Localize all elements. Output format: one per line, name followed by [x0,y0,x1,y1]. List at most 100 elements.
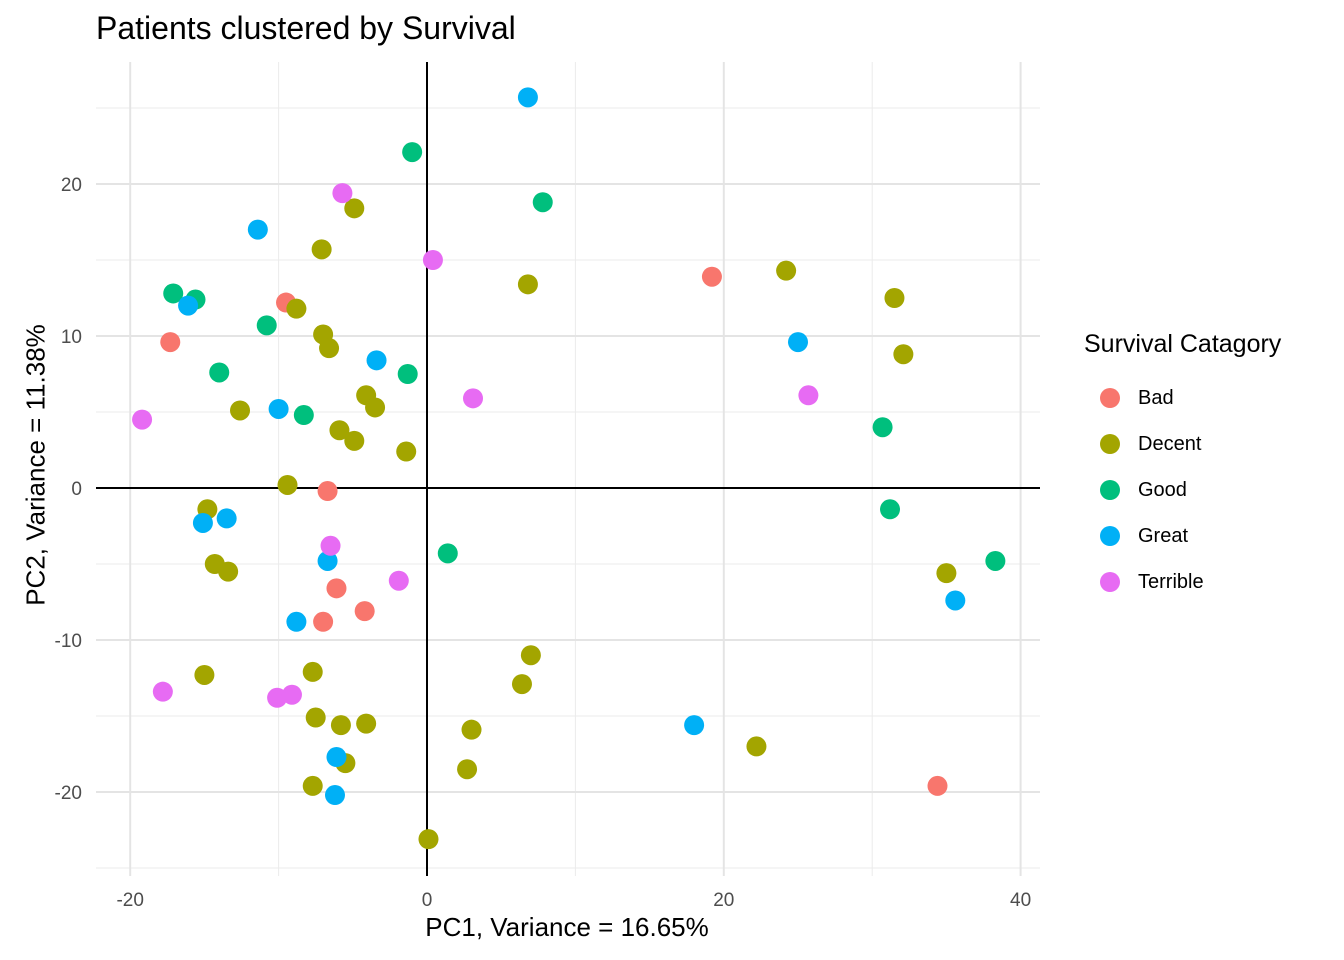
y-tick-label: 10 [61,327,82,348]
point-good [163,283,184,304]
point-decent [319,338,340,359]
point-great [192,512,213,533]
legend-swatch-good [1100,480,1120,500]
point-decent [520,645,541,666]
point-decent [893,344,914,365]
point-bad [160,332,181,353]
point-great [517,87,538,108]
x-tick-label: 20 [713,890,734,911]
x-axis-title: PC1, Variance = 16.65% [425,912,709,942]
point-great [945,590,966,611]
point-decent [365,397,386,418]
point-decent [936,563,957,584]
point-terrible [132,409,153,430]
point-decent [356,713,377,734]
point-decent [277,474,298,495]
point-decent [396,441,417,462]
point-terrible [320,535,341,556]
point-decent [746,736,767,757]
point-great [247,219,268,240]
point-decent [302,661,323,682]
point-good [437,543,458,564]
point-terrible [463,388,484,409]
point-decent [305,707,326,728]
point-decent [884,288,905,308]
point-good [209,362,230,383]
legend-item-good: Good [1084,467,1281,513]
point-decent [330,715,351,736]
point-great [788,332,808,353]
y-tick-label: -20 [55,783,82,804]
point-terrible [281,684,302,705]
data-points [132,87,1006,850]
point-good [256,315,277,336]
point-terrible [422,250,443,270]
point-decent [511,674,532,695]
point-decent [457,759,478,780]
reference-lines [96,62,1040,876]
chart-title: Patients clustered by Survival [96,10,516,46]
point-great [286,611,307,632]
point-terrible [798,385,819,406]
legend-swatch-bad [1100,388,1120,408]
point-good [985,550,1006,571]
point-bad [326,578,347,599]
legend: Survival Catagory Bad Decent Good Great … [1084,330,1281,605]
point-good [397,364,418,384]
point-good [880,499,901,520]
point-bad [354,601,375,622]
legend-label-bad: Bad [1138,386,1174,409]
point-decent [344,198,365,219]
point-terrible [332,183,353,204]
point-bad [317,481,338,502]
legend-label-terrible: Terrible [1138,570,1204,593]
point-terrible [388,570,409,591]
y-tick-label: 0 [71,479,82,500]
legend-swatch-great [1100,526,1120,546]
y-tick-label: 20 [61,175,82,196]
legend-label-great: Great [1138,524,1189,547]
point-great [366,350,387,371]
point-good [532,192,553,213]
point-bad [701,266,722,287]
point-bad [313,611,334,632]
point-terrible [152,681,173,702]
x-tick-label: -20 [116,890,143,911]
point-decent [311,239,332,260]
point-great [326,747,347,768]
point-great [268,398,289,419]
legend-swatch-decent [1100,434,1120,454]
legend-item-great: Great [1084,513,1281,559]
legend-item-decent: Decent [1084,421,1281,467]
legend-item-terrible: Terrible [1084,559,1281,605]
grid-lines [96,62,1040,876]
legend-title: Survival Catagory [1084,330,1282,358]
point-great [324,785,345,806]
point-decent [344,430,365,451]
point-great [178,295,199,316]
y-tick-label: -10 [55,631,82,652]
y-axis-title: PC2, Variance = 11.38% [20,324,51,606]
point-decent [517,274,538,295]
tick-labels: -20 0 20 40 -20 -10 0 10 20 [55,175,1032,911]
legend-label-good: Good [1138,478,1187,501]
point-great [684,715,705,736]
point-great [216,508,237,529]
point-great [317,550,338,571]
point-good [872,417,893,438]
point-decent [418,829,439,850]
legend-swatch-terrible [1100,572,1120,592]
x-tick-label: 0 [422,890,433,911]
point-decent [302,775,323,796]
point-decent [218,561,239,582]
x-tick-label: 40 [1010,890,1031,911]
point-bad [927,775,948,796]
point-terrible [267,687,288,708]
point-decent [286,298,307,319]
point-good [293,405,314,426]
point-decent [230,400,251,421]
legend-item-bad: Bad [1084,375,1281,421]
point-decent [461,719,482,740]
point-decent [776,260,797,281]
